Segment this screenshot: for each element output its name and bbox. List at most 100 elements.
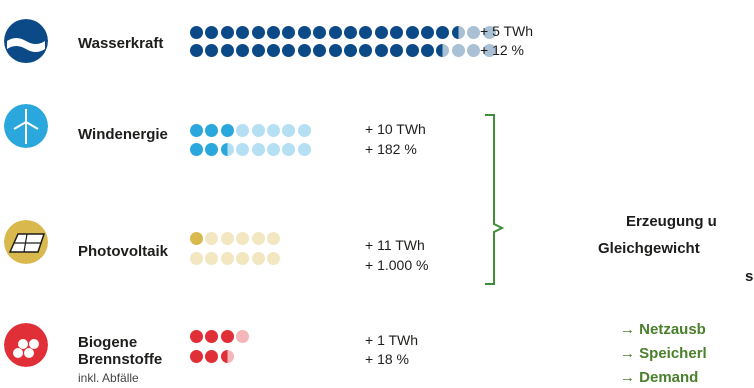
dot-faded bbox=[451, 44, 465, 57]
row-label-wasserkraft: Wasserkraft bbox=[78, 35, 164, 52]
dot-partial bbox=[451, 26, 465, 39]
dot-full bbox=[313, 44, 327, 57]
wind-turbine-icon bbox=[4, 104, 48, 148]
dot-full bbox=[236, 26, 250, 39]
stat-biogene-energy: + 1 TWh bbox=[365, 332, 419, 348]
dot-full bbox=[205, 26, 219, 39]
dot-faded bbox=[267, 143, 280, 156]
dot-faded bbox=[267, 232, 280, 245]
dot-full bbox=[344, 44, 357, 57]
dot-faded bbox=[251, 232, 265, 245]
dot-full bbox=[220, 330, 234, 343]
dot-faded bbox=[236, 143, 250, 156]
stat-wasserkraft-percent: + 12 % bbox=[480, 42, 524, 58]
dot-full bbox=[190, 143, 203, 156]
dot-faded bbox=[236, 330, 250, 343]
dot-faded bbox=[236, 124, 250, 137]
dot-full bbox=[390, 44, 404, 57]
dot-full bbox=[359, 44, 373, 57]
dot-faded bbox=[267, 252, 280, 265]
dot-faded bbox=[297, 124, 311, 137]
dot-partial bbox=[436, 44, 450, 57]
dot-full bbox=[267, 44, 280, 57]
dot-full bbox=[313, 26, 327, 39]
stat-photovoltaik-energy: + 11 TWh bbox=[365, 237, 425, 253]
dot-full bbox=[359, 26, 373, 39]
dot-full bbox=[220, 44, 234, 57]
dot-full bbox=[220, 124, 234, 137]
grouping-bracket bbox=[485, 114, 505, 285]
dot-full bbox=[220, 26, 234, 39]
dot-faded bbox=[282, 124, 296, 137]
dot-faded bbox=[190, 252, 203, 265]
dot-full bbox=[328, 26, 342, 39]
dot-faded bbox=[251, 252, 265, 265]
dot-full bbox=[251, 26, 265, 39]
dot-full bbox=[421, 26, 434, 39]
dot-full bbox=[390, 26, 404, 39]
dot-full bbox=[282, 26, 296, 39]
stat-wasserkraft-energy: + 5 TWh bbox=[480, 23, 534, 39]
row-sublabel-abfaelle: inkl. Abfälle bbox=[78, 371, 139, 385]
dot-full bbox=[190, 232, 203, 245]
solar-panel-icon bbox=[4, 220, 48, 264]
dot-faded bbox=[282, 143, 296, 156]
dot-full bbox=[205, 143, 219, 156]
dot-full bbox=[436, 26, 450, 39]
dot-full bbox=[267, 26, 280, 39]
dot-full bbox=[190, 330, 203, 343]
dot-faded bbox=[467, 26, 481, 39]
row-label-biogene: Biogene bbox=[78, 334, 138, 351]
dot-faded bbox=[297, 143, 311, 156]
dot-full bbox=[205, 44, 219, 57]
dot-full bbox=[328, 44, 342, 57]
dot-full bbox=[374, 44, 388, 57]
dot-full bbox=[236, 44, 250, 57]
row-label-photovoltaik: Photovoltaik bbox=[78, 243, 169, 260]
row-label-windenergie: Windenergie bbox=[78, 126, 168, 143]
dot-full bbox=[344, 26, 357, 39]
dot-full bbox=[251, 44, 265, 57]
dot-full bbox=[205, 330, 219, 343]
dot-full bbox=[205, 350, 219, 363]
dot-full bbox=[190, 44, 203, 57]
dot-faded bbox=[467, 44, 481, 57]
note-line-3: s bbox=[745, 268, 754, 285]
stat-windenergie-energy: + 10 TWh bbox=[365, 121, 426, 137]
dot-faded bbox=[205, 252, 219, 265]
dot-faded bbox=[220, 232, 234, 245]
dot-full bbox=[405, 26, 419, 39]
dot-faded bbox=[482, 44, 496, 57]
stat-photovoltaik-percent: + 1.000 % bbox=[365, 257, 429, 273]
dot-full bbox=[205, 124, 219, 137]
dot-full bbox=[297, 44, 311, 57]
dot-faded bbox=[236, 232, 250, 245]
dot-full bbox=[190, 124, 203, 137]
note-line-1: Erzeugung u bbox=[626, 213, 717, 230]
biomass-logs-icon bbox=[4, 323, 48, 367]
dot-faded bbox=[236, 252, 250, 265]
arrow-item-netzausbau: → Netzausb bbox=[620, 321, 706, 338]
dot-faded bbox=[205, 232, 219, 245]
dot-full bbox=[405, 44, 419, 57]
dot-full bbox=[297, 26, 311, 39]
dot-faded bbox=[251, 143, 265, 156]
dot-faded bbox=[251, 124, 265, 137]
arrow-item-speicher: → Speicherl bbox=[620, 345, 707, 362]
dot-full bbox=[421, 44, 434, 57]
dot-full bbox=[190, 350, 203, 363]
dot-full bbox=[374, 26, 388, 39]
stat-biogene-percent: + 18 % bbox=[365, 351, 409, 367]
dot-partial bbox=[220, 350, 234, 363]
dot-faded bbox=[482, 26, 496, 39]
stat-windenergie-percent: + 182 % bbox=[365, 141, 417, 157]
dot-faded bbox=[267, 124, 280, 137]
dot-full bbox=[190, 26, 203, 39]
row-label-brennstoffe: Brennstoffe bbox=[78, 351, 163, 368]
note-line-2: Gleichgewicht bbox=[598, 240, 700, 257]
dot-faded bbox=[220, 252, 234, 265]
water-wave-icon bbox=[4, 19, 48, 63]
dot-full bbox=[282, 44, 296, 57]
dot-partial bbox=[220, 143, 234, 156]
arrow-item-demand: → Demand bbox=[620, 369, 699, 386]
